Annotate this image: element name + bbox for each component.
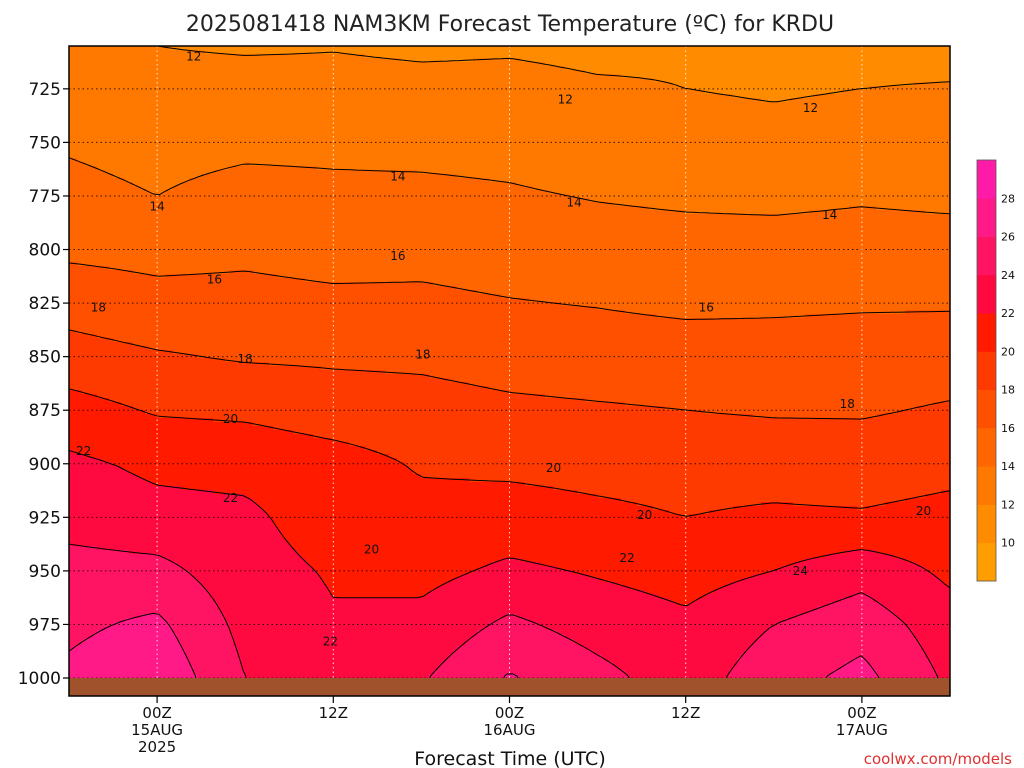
contour-label: 12 bbox=[803, 101, 818, 115]
y-tick-label: 925 bbox=[29, 508, 61, 528]
contour-label: 14 bbox=[566, 195, 581, 209]
x-tick-label: 12Z bbox=[671, 704, 700, 722]
contour-label: 18 bbox=[238, 352, 253, 366]
x-tick-label: 00Z bbox=[847, 704, 876, 722]
contour-label: 14 bbox=[149, 200, 164, 214]
y-tick-label: 800 bbox=[29, 241, 61, 261]
y-tick-label: 950 bbox=[29, 562, 61, 582]
x-tick-label: 15AUG bbox=[131, 721, 183, 739]
colorbar-swatch bbox=[977, 389, 996, 429]
contour-label: 22 bbox=[223, 491, 238, 505]
contour-label: 18 bbox=[91, 300, 106, 314]
surface-ground-band bbox=[69, 678, 950, 696]
contour-label: 24 bbox=[793, 564, 808, 578]
contour-line-14 bbox=[69, 157, 950, 216]
colorbar-tick-label: 20 bbox=[1001, 345, 1015, 358]
y-tick-label: 825 bbox=[29, 294, 61, 314]
contour-label: 16 bbox=[207, 273, 222, 287]
y-tick-label: 725 bbox=[29, 80, 61, 100]
contour-label: 22 bbox=[76, 444, 91, 458]
contour-label: 14 bbox=[822, 208, 837, 222]
colorbar-tick-label: 12 bbox=[1001, 498, 1015, 511]
y-tick-label: 875 bbox=[29, 401, 61, 421]
contour-label: 20 bbox=[364, 542, 379, 556]
contour-label: 16 bbox=[699, 300, 714, 314]
colorbar-swatch bbox=[977, 427, 996, 467]
y-tick-label: 900 bbox=[29, 455, 61, 475]
contour-label: 12 bbox=[558, 93, 573, 107]
contour-line-20 bbox=[69, 388, 950, 517]
y-tick-label: 975 bbox=[29, 615, 61, 635]
temperature-fill-field bbox=[69, 46, 950, 679]
contour-label: 20 bbox=[223, 412, 238, 426]
colorbar-swatch bbox=[977, 313, 996, 352]
contour-line-18 bbox=[69, 329, 950, 420]
x-tick-label: 16AUG bbox=[484, 721, 536, 739]
contour-label: 12 bbox=[186, 50, 201, 64]
chart-title: 2025081418 NAM3KM Forecast Temperature (… bbox=[186, 12, 834, 37]
x-tick-label: 00Z bbox=[142, 704, 171, 722]
colorbar-swatch bbox=[977, 160, 996, 199]
contour-label: 18 bbox=[840, 397, 855, 411]
contour-line-16 bbox=[69, 262, 950, 320]
contour-label: 22 bbox=[323, 635, 338, 649]
x-tick-label: 2025 bbox=[138, 738, 176, 756]
colorbar-tick-label: 10 bbox=[1001, 537, 1015, 550]
colorbar-tick-label: 16 bbox=[1001, 422, 1015, 435]
y-axis: 725 750 775 800 825 850 875 900 925 950 975 1000 bbox=[18, 80, 69, 689]
contour-label: 20 bbox=[637, 508, 652, 522]
colorbar-tick-label: 18 bbox=[1001, 384, 1015, 397]
y-tick-label: 850 bbox=[29, 348, 61, 368]
y-tick-label: 775 bbox=[29, 187, 61, 207]
contour-line-24 bbox=[69, 543, 939, 683]
contour-label: 20 bbox=[546, 461, 561, 475]
credit-text: coolwx.com/models bbox=[864, 750, 1012, 768]
colorbar-swatch bbox=[977, 466, 996, 505]
contour-label: 22 bbox=[619, 551, 634, 565]
contour-label: 18 bbox=[415, 348, 430, 362]
colorbar-swatch bbox=[977, 236, 996, 276]
colorbar-swatch bbox=[977, 274, 996, 314]
colorbar-tick-label: 26 bbox=[1001, 231, 1015, 244]
colorbar-tick-label: 14 bbox=[1001, 460, 1015, 473]
contour-lines bbox=[69, 46, 950, 683]
y-tick-label: 750 bbox=[29, 133, 61, 153]
contour-line-22 bbox=[69, 449, 950, 607]
contour-label: 20 bbox=[916, 504, 931, 518]
colorbar-tick-label: 24 bbox=[1001, 269, 1015, 282]
colorbar-frame bbox=[976, 159, 997, 582]
colorbar-tick-label: 28 bbox=[1001, 192, 1015, 205]
colorbar-tick-label: 22 bbox=[1001, 307, 1015, 320]
grid-lines bbox=[69, 46, 950, 679]
contour-label: 14 bbox=[390, 170, 405, 184]
x-tick-label: 17AUG bbox=[836, 721, 888, 739]
contour-labels: 12 12 12 14 14 14 14 16 16 16 18 18 18 18 20 20 20 20 20 22… bbox=[76, 50, 931, 649]
colorbar-swatch bbox=[977, 351, 996, 391]
x-tick-label: 12Z bbox=[319, 704, 348, 722]
y-tick-label: 1000 bbox=[18, 669, 61, 689]
contour-label: 16 bbox=[390, 249, 405, 263]
colorbar: 10 12 14 16 18 20 22 24 26 28 bbox=[976, 159, 1015, 582]
x-tick-label: 00Z bbox=[495, 704, 524, 722]
colorbar-swatch bbox=[977, 198, 996, 237]
colorbar-swatch bbox=[977, 542, 996, 582]
colorbar-swatch bbox=[977, 504, 996, 544]
x-axis-title: Forecast Time (UTC) bbox=[414, 748, 605, 768]
